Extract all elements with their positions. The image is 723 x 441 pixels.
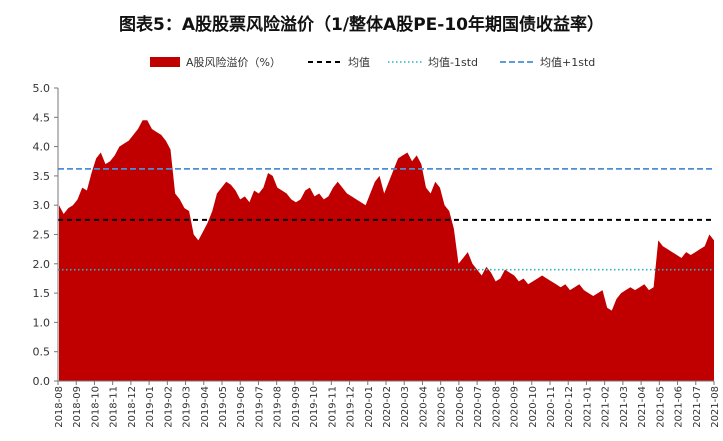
x-tick-label: 2019-11	[327, 386, 338, 428]
x-tick-label: 2020-04	[418, 386, 429, 428]
x-tick-label: 2020-09	[510, 386, 521, 428]
legend-mean-minus-std-label: 均值-1std	[428, 56, 478, 69]
area-series	[59, 120, 714, 381]
x-tick-label: 2020-02	[382, 386, 393, 428]
legend: A股风险溢价（%） 均值 均值-1std 均值+1std	[150, 55, 595, 69]
x-tick-label: 2019-12	[346, 386, 357, 428]
x-tick-label: 2019-04	[200, 386, 211, 428]
x-axis: 2018-08 2018-09 2018-10 2018-11 2018-12 2019-…	[54, 380, 721, 428]
x-tick-label: 2019-01	[145, 386, 156, 428]
x-tick-label: 2020-08	[491, 386, 502, 428]
x-tick-label: 2021-08	[710, 386, 721, 428]
x-tick-label: 2019-08	[273, 386, 284, 428]
y-axis: 0.0 0.5 1.0 1.5 2.0 2.5 3.0 3.5 4.0 4.5 5.0	[33, 82, 59, 388]
x-tick-label: 2020-01	[364, 386, 375, 428]
y-tick-label: 3.0	[33, 199, 51, 212]
x-tick-label: 2021-03	[619, 386, 630, 428]
x-tick-label: 2019-05	[218, 386, 229, 428]
x-tick-label: 2020-12	[564, 386, 575, 428]
x-tick-label: 2020-05	[437, 386, 448, 428]
y-tick-label: 2.0	[33, 258, 51, 271]
legend-area-label: A股风险溢价（%）	[186, 55, 281, 69]
x-tick-label: 2021-06	[674, 386, 685, 428]
x-tick-label: 2021-02	[601, 386, 612, 428]
x-tick-label: 2020-07	[473, 386, 484, 428]
x-tick-label: 2020-10	[528, 386, 539, 428]
x-tick-label: 2018-11	[109, 386, 120, 428]
plot-area	[58, 120, 714, 381]
x-tick-label: 2018-12	[127, 386, 138, 428]
legend-mean-label: 均值	[348, 56, 370, 69]
x-tick-label: 2019-03	[182, 386, 193, 428]
x-tick-label: 2020-06	[455, 386, 466, 428]
x-tick-label: 2021-07	[692, 386, 703, 428]
chart-title: 图表5：A股股票风险溢价（1/整体A股PE-10年期国债收益率）	[119, 15, 604, 35]
x-tick-label: 2019-06	[236, 386, 247, 428]
x-tick-label: 2019-07	[254, 386, 265, 428]
legend-mean-plus-std-label: 均值+1std	[540, 56, 595, 69]
x-tick-label: 2018-08	[54, 386, 65, 428]
x-tick-label: 2021-05	[655, 386, 666, 428]
legend-area-swatch	[150, 57, 180, 67]
y-tick-label: 1.5	[33, 287, 51, 300]
y-tick-label: 0.0	[33, 375, 51, 388]
x-tick-label: 2020-03	[400, 386, 411, 428]
y-tick-label: 3.5	[33, 170, 51, 183]
x-tick-label: 2018-10	[90, 386, 101, 428]
x-tick-label: 2020-11	[546, 386, 557, 428]
y-tick-label: 4.5	[33, 111, 51, 124]
y-tick-label: 4.0	[33, 141, 51, 154]
y-tick-label: 5.0	[33, 82, 51, 95]
x-tick-label: 2019-10	[309, 386, 320, 428]
x-tick-label: 2021-01	[582, 386, 593, 428]
x-tick-label: 2019-09	[291, 386, 302, 428]
y-tick-label: 0.5	[33, 346, 51, 359]
y-tick-label: 2.5	[33, 229, 51, 242]
x-tick-label: 2018-09	[72, 386, 83, 428]
y-tick-label: 1.0	[33, 316, 51, 329]
x-tick-label: 2019-02	[163, 386, 174, 428]
x-tick-label: 2021-04	[637, 386, 648, 428]
